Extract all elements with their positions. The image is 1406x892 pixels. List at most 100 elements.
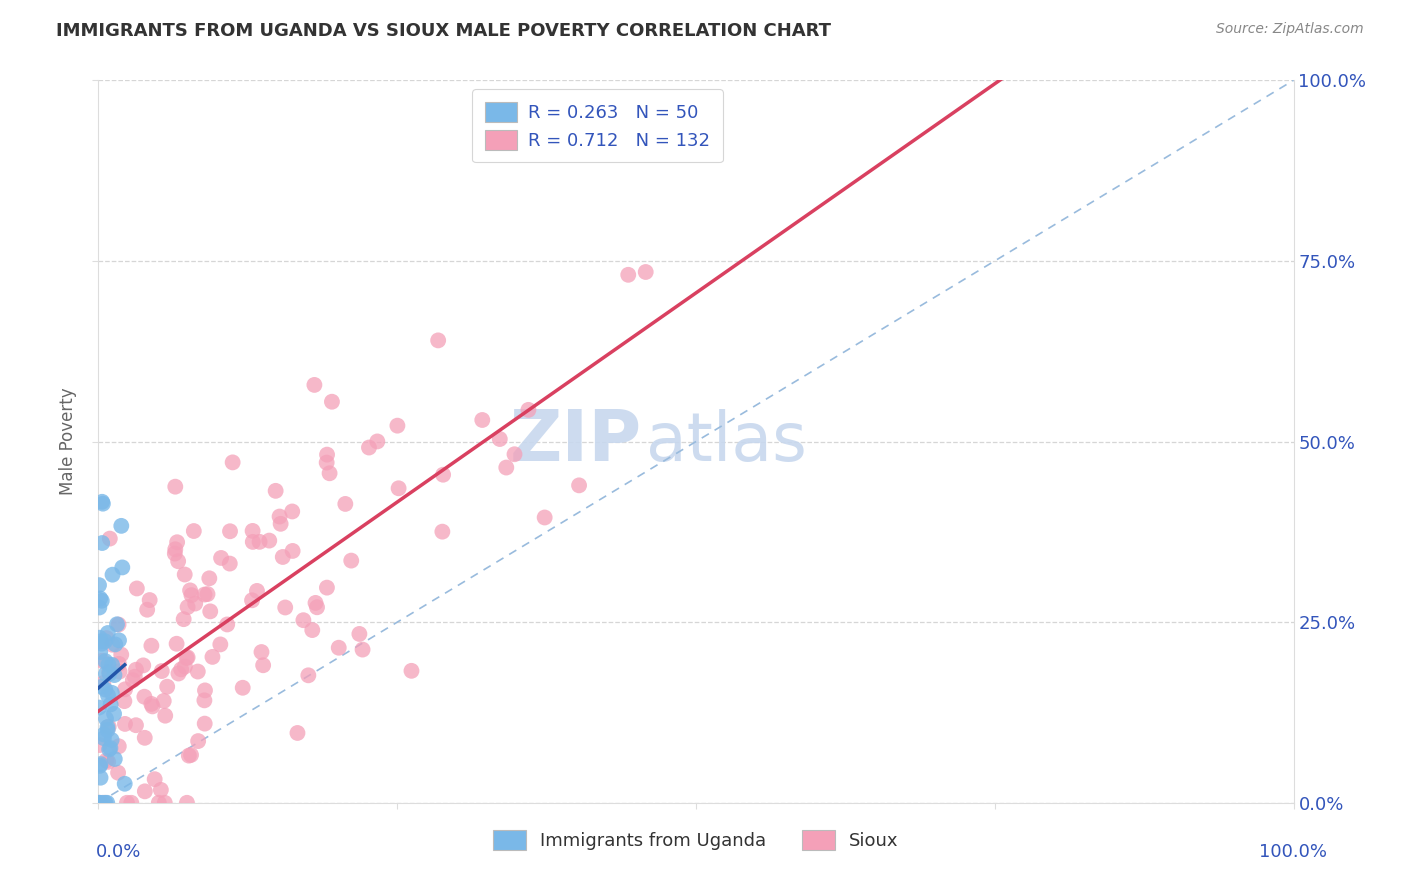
Point [180,588,202,602]
Point [101,686,124,700]
Point [101,657,124,672]
Point [94,682,117,697]
Point [249,534,271,549]
Point [96,754,118,768]
Point [292,613,315,627]
Point [488,432,510,446]
Point [177,748,200,763]
Point [89,645,111,659]
Point [141,697,163,711]
Point [90,680,112,694]
Point [111,560,134,574]
Point [304,596,326,610]
Point [96,720,118,734]
Point [97,626,120,640]
Point [316,448,339,462]
Point [149,782,172,797]
Legend: Immigrants from Uganda, Sioux: Immigrants from Uganda, Sioux [484,821,908,859]
Point [136,603,159,617]
Point [143,772,166,787]
Point [388,481,411,495]
Point [200,604,222,618]
Point [218,557,240,571]
Point [152,694,174,708]
Point [357,441,380,455]
Point [108,633,131,648]
Point [94,712,117,726]
Point [96,796,118,810]
Point [193,693,215,707]
Point [156,680,179,694]
Point [187,665,209,679]
Point [197,587,219,601]
Point [112,694,135,708]
Point [89,591,111,606]
Point [91,654,114,668]
Point [94,654,117,668]
Point [316,581,339,595]
Point [125,718,148,732]
Point [148,796,170,810]
Point [141,699,163,714]
Point [89,796,111,810]
Text: atlas: atlas [645,409,807,475]
Point [107,617,129,632]
Text: IMMIGRANTS FROM UGANDA VS SIOUX MALE POVERTY CORRELATION CHART: IMMIGRANTS FROM UGANDA VS SIOUX MALE POV… [56,22,831,40]
Point [264,483,287,498]
Point [98,665,121,679]
Point [114,777,136,791]
Point [134,731,156,745]
Point [173,567,195,582]
Point [94,666,117,681]
Point [91,497,114,511]
Point [201,649,224,664]
Point [93,727,115,741]
Point [108,657,131,671]
Point [250,645,273,659]
Point [432,467,454,482]
Point [246,583,269,598]
Point [91,796,114,810]
Point [103,668,125,682]
Y-axis label: Male Poverty: Male Poverty [59,388,77,495]
Point [301,623,323,637]
Point [221,455,243,469]
Text: 100.0%: 100.0% [1260,843,1327,861]
Text: ZIP: ZIP [510,407,643,476]
Point [315,456,337,470]
Point [340,553,363,567]
Point [305,600,328,615]
Point [155,708,177,723]
Point [471,413,494,427]
Point [274,600,297,615]
Point [100,741,122,756]
Point [101,567,124,582]
Text: Source: ZipAtlas.com: Source: ZipAtlas.com [1216,22,1364,37]
Point [194,716,217,731]
Point [98,666,121,681]
Point [89,759,111,773]
Point [163,547,186,561]
Point [240,593,263,607]
Point [89,631,111,645]
Point [270,516,292,531]
Point [179,583,201,598]
Point [167,554,190,568]
Point [87,700,110,714]
Point [87,796,110,810]
Point [495,460,517,475]
Point [125,582,148,596]
Point [90,771,112,785]
Point [183,524,205,538]
Point [328,640,350,655]
Point [100,698,122,712]
Point [125,663,148,677]
Point [281,504,304,518]
Point [97,723,120,737]
Point [165,542,187,557]
Point [134,784,156,798]
Point [321,394,343,409]
Point [349,627,371,641]
Point [281,544,304,558]
Point [138,593,160,607]
